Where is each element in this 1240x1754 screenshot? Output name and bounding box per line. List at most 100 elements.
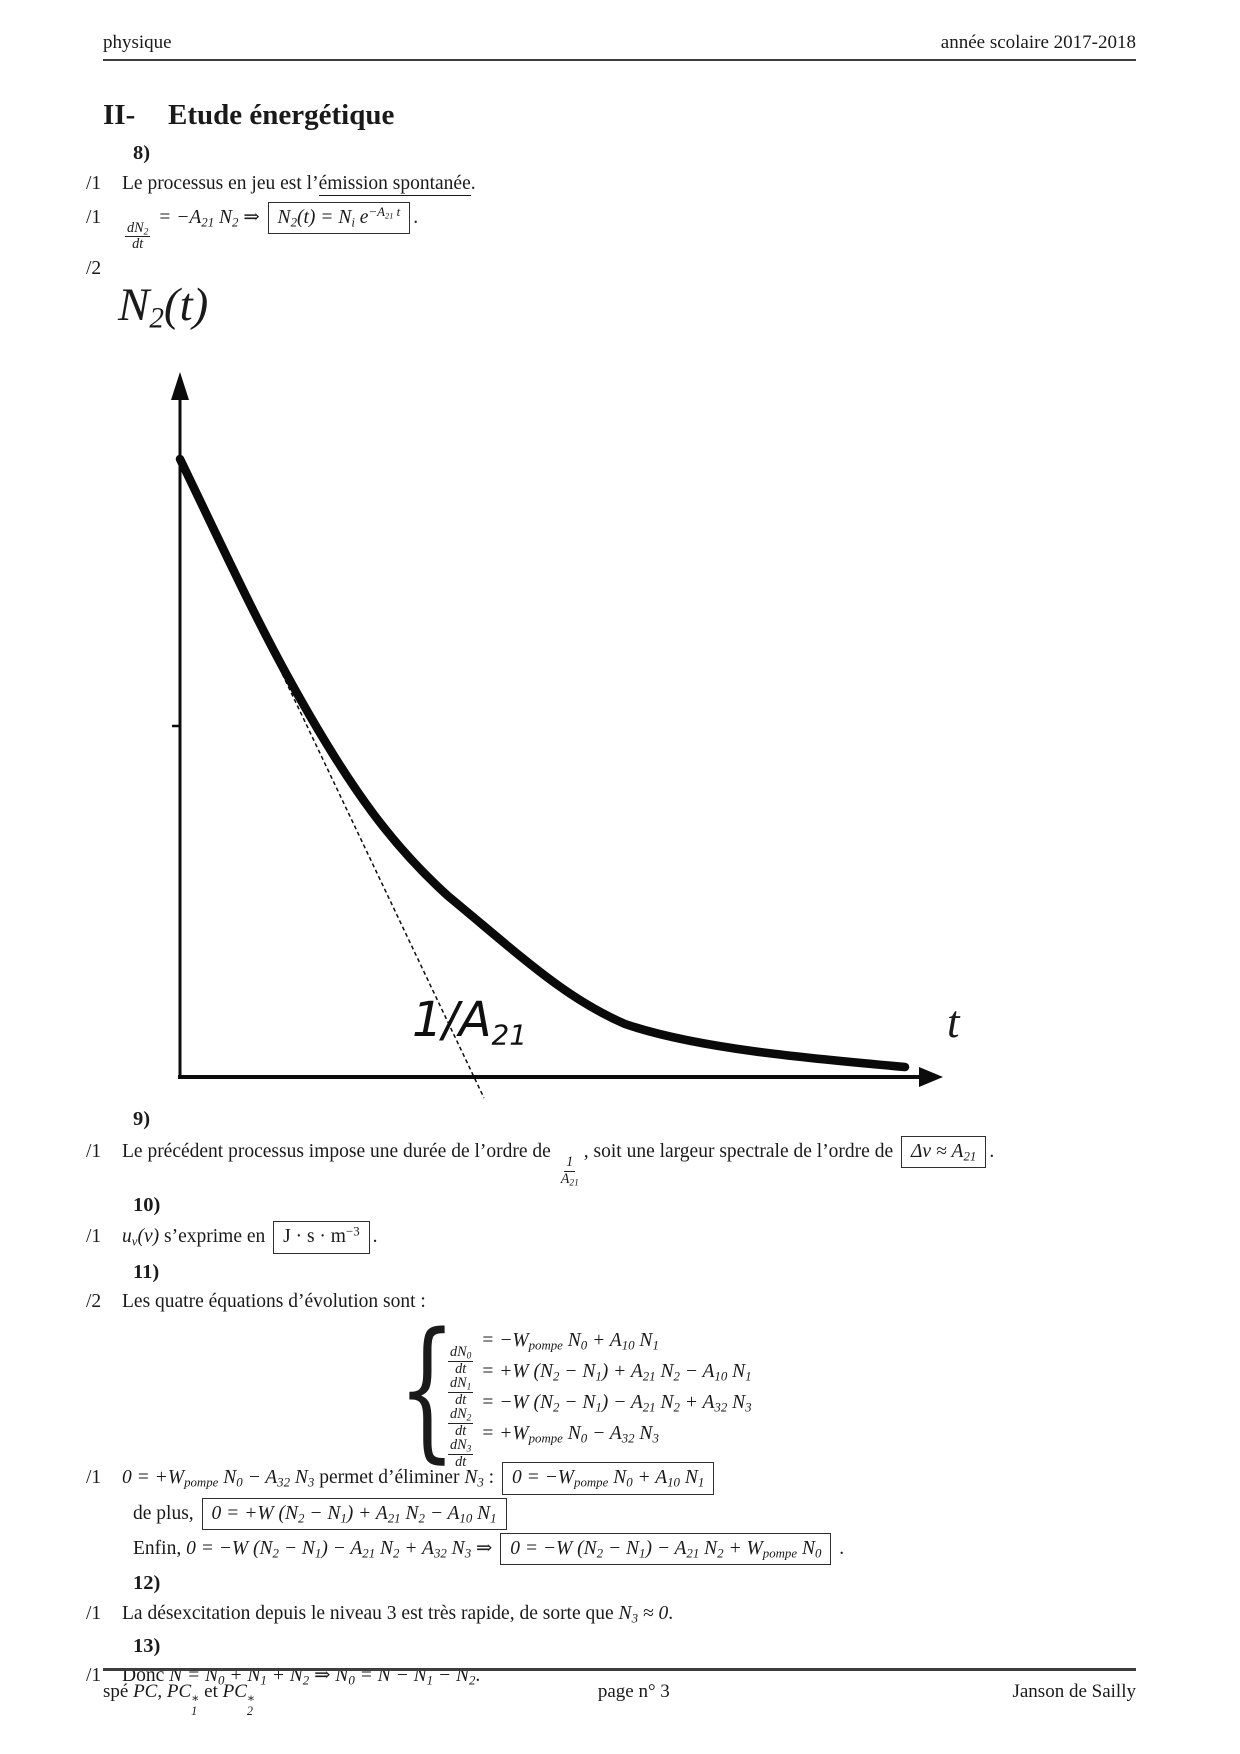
- sub: 1: [466, 1382, 472, 1393]
- sub: 0: [218, 1674, 225, 1688]
- sub: 21: [686, 1546, 700, 1561]
- txt: :: [483, 1467, 499, 1489]
- points-marker: /1: [86, 206, 102, 228]
- math: N3: [464, 1467, 484, 1490]
- span: 1: [191, 1704, 198, 1719]
- fn: dN2: [448, 1405, 474, 1424]
- math: 0 = +Wpompe N0 − A32 N3: [122, 1467, 315, 1490]
- figure-decay-curve: N2(t) 1/A21 t: [103, 282, 1137, 1102]
- points-marker: /1: [86, 1226, 102, 1248]
- answer-line: /1 Le processus en jeu est l’émission spo…: [86, 170, 1136, 199]
- line-content: uν(ν) s’exprime en J · s · m−3.: [122, 1221, 378, 1254]
- math: = −Wpompe N0 + A10 N1: [476, 1330, 659, 1353]
- sub: 32: [621, 1431, 635, 1446]
- sub: pompe: [528, 1431, 563, 1446]
- points-marker: /1: [86, 172, 102, 194]
- math: dN2 dt: [125, 220, 151, 254]
- sub: 21: [963, 1149, 977, 1164]
- math: dN2 dt: [448, 1405, 474, 1440]
- sub: 3: [466, 1444, 472, 1455]
- line-content: 0 = +Wpompe N0 − A32 N3 permet d’élimine…: [122, 1462, 717, 1495]
- rm: J · s · m−3: [273, 1221, 370, 1254]
- txt: La désexcitation depuis le niveau 3 est …: [122, 1602, 619, 1624]
- question-number: 12): [133, 1572, 161, 1595]
- sub: 2: [673, 1369, 680, 1384]
- sub: 0: [466, 1351, 472, 1362]
- span: ∗: [191, 1691, 200, 1706]
- txt: .: [413, 206, 419, 228]
- sub: 32: [714, 1400, 728, 1415]
- fd: dt: [455, 1360, 467, 1377]
- math: = −W (N2 − N1) − A21 N2 + A32 N3: [476, 1392, 752, 1415]
- equation-system: {dN0 dt = −Wpompe N0 + A10 N1 dN1 dt = +W (…: [398, 1313, 1136, 1470]
- sub: 2: [552, 1369, 560, 1384]
- page-footer: spé PC, PC ∗ 1 et PC ∗ 2 page n° 3 Janson de…: [103, 1668, 1136, 1718]
- math: PC: [133, 1681, 158, 1702]
- sub: 21: [642, 1400, 656, 1415]
- sub: 3: [745, 1400, 752, 1415]
- txt: .: [372, 1226, 378, 1248]
- sub: 2: [143, 227, 149, 238]
- answer-line: /1 Le précédent processus impose une duré…: [86, 1135, 1136, 1189]
- txt: ,: [157, 1681, 167, 1702]
- sub: 0: [236, 1475, 243, 1490]
- sub: 21: [642, 1369, 656, 1384]
- sub: 10: [714, 1369, 728, 1384]
- line-content: Le processus en jeu est l’émission spont…: [122, 172, 476, 196]
- answer-line: /2: [86, 255, 1136, 284]
- sub: pompe: [184, 1475, 219, 1490]
- figure-tangent-label-main: 1/A: [412, 992, 492, 1049]
- sub: 3: [464, 1546, 472, 1561]
- sub: 1: [426, 1674, 434, 1688]
- footer-school-name: Janson de Sailly: [1012, 1681, 1136, 1702]
- section-title-text: Etude énergétique: [168, 98, 395, 131]
- sub: 0: [814, 1546, 822, 1561]
- txt: .: [475, 1665, 481, 1687]
- ss: ∗ 2: [247, 1692, 255, 1718]
- sub: 2: [717, 1546, 724, 1561]
- sup: −A21 t: [368, 205, 401, 221]
- fd: dt: [455, 1422, 467, 1439]
- txt: .: [989, 1140, 995, 1162]
- content-block-top: 8) /1 Le processus en jeu est l’émission s…: [86, 140, 1136, 284]
- math: = +W (N2 − N1) + A21 N2 − A10 N1: [476, 1361, 752, 1384]
- sub: pompe: [528, 1338, 563, 1353]
- txt: Le précédent processus impose une durée …: [122, 1140, 556, 1162]
- txt: s’exprime en: [159, 1226, 271, 1248]
- answer-line: /1 0 = +Wpompe N0 − A32 N3 permet d’élimi…: [86, 1461, 1136, 1495]
- sub: 2: [673, 1400, 680, 1415]
- sub: pompe: [762, 1546, 798, 1561]
- answer-line: /2 Les quatre équations d’évolution sont …: [86, 1288, 1136, 1317]
- question-number: 8): [133, 142, 151, 165]
- footer-page-number: page n° 3: [597, 1681, 670, 1702]
- figure-y-axis-arrow: [171, 372, 189, 401]
- sub: 2: [552, 1400, 560, 1415]
- sysrows: dN0 dt = −Wpompe N0 + A10 N1 dN1 dt = +W (N…: [445, 1327, 752, 1469]
- question-number: 13): [133, 1634, 161, 1657]
- txt: spé: [103, 1681, 134, 1702]
- fn: dN3: [448, 1436, 474, 1455]
- txt: permet d’éliminer: [314, 1467, 465, 1489]
- points-marker: /1: [86, 1140, 102, 1162]
- sub: 21: [569, 1178, 579, 1189]
- sub: 10: [459, 1511, 473, 1526]
- txt: Les quatre équations d’évolution sont :: [122, 1291, 426, 1313]
- sub: 21: [201, 215, 215, 230]
- math: uν(ν): [122, 1226, 160, 1249]
- line-content: La désexcitation depuis le niveau 3 est …: [122, 1602, 674, 1625]
- txt: .: [668, 1602, 674, 1624]
- math: = +Wpompe N0 − A32 N3: [476, 1423, 659, 1446]
- sub: 21: [384, 210, 394, 221]
- content-block-bottom: 9) /1 Le précédent processus impose une du…: [86, 1106, 1136, 1691]
- sub: 3: [652, 1431, 659, 1446]
- txt: et: [199, 1681, 223, 1702]
- fn: dN0: [448, 1343, 474, 1362]
- figure-x-axis-arrow: [919, 1067, 943, 1088]
- points-marker: /1: [86, 1665, 102, 1687]
- figure-canvas: [171, 372, 943, 1099]
- question-number: 9): [133, 1108, 151, 1131]
- math: 0 = −W (N2 − N1) − A21 N2 + A32 N3 ⇒: [186, 1537, 498, 1561]
- figure-decay-path: [175, 455, 910, 1072]
- points-marker: /2: [86, 258, 102, 280]
- figure-x-axis-label: t: [947, 997, 960, 1048]
